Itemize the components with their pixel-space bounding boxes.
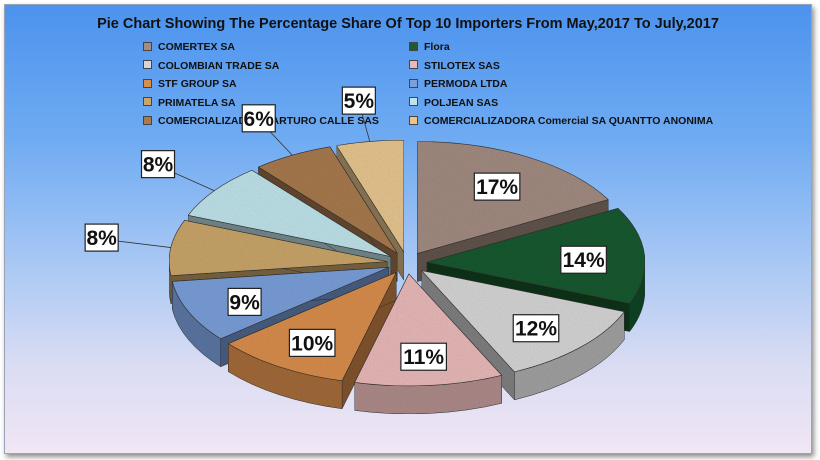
legend-item: PRIMATELA SA — [143, 97, 236, 110]
legend-label: Flora — [424, 41, 450, 53]
data-label-box — [288, 328, 336, 357]
legend-item: COMERCIALIZADORA Comercial SA QUANTTO AN… — [409, 115, 713, 128]
legend-swatch — [143, 97, 152, 107]
legend-label: PRIMATELA SA — [158, 96, 236, 109]
data-label-box — [400, 342, 448, 371]
data-label: 8% — [143, 154, 174, 177]
legend-label: COLOMBIAN TRADE SA — [158, 59, 280, 72]
legend-item: STF GROUP SA — [143, 78, 237, 91]
data-label-box — [341, 86, 376, 115]
data-label: 9% — [229, 291, 260, 314]
legend-item: STILOTEX SAS — [409, 60, 500, 73]
legend-label: COMERTEX SA — [158, 41, 236, 53]
chart-title: Pie Chart Showing The Percentage Share O… — [97, 16, 719, 32]
legend-label: STILOTEX SAS — [424, 59, 500, 72]
data-label: 14% — [563, 249, 605, 272]
data-label-box — [512, 314, 560, 343]
data-label-box — [140, 150, 176, 179]
legend-swatch — [143, 115, 152, 125]
data-label-box — [560, 245, 607, 274]
legend-swatch — [143, 78, 152, 88]
data-label: 11% — [403, 346, 444, 369]
data-label: 17% — [476, 176, 518, 199]
legend-swatch — [409, 78, 418, 88]
legend-swatch — [143, 60, 152, 70]
legend-label: POLJEAN SAS — [424, 96, 499, 109]
legend-swatch — [143, 41, 152, 51]
legend-swatch — [409, 115, 418, 125]
legend-item: POLJEAN SAS — [409, 97, 498, 110]
legend-swatch — [409, 97, 418, 107]
legend-label: COMERCIALIZADORA Comercial SA QUANTTO AN… — [424, 115, 714, 127]
legend-item: COMERTEX SA — [143, 41, 235, 54]
legend-item: COLOMBIAN TRADE SA — [143, 60, 279, 73]
data-label: 6% — [244, 108, 275, 131]
chart-frame: Pie Chart Showing The Percentage Share O… — [4, 4, 812, 454]
data-label-box — [227, 287, 262, 316]
data-label-box — [473, 172, 521, 201]
data-label: 8% — [86, 227, 117, 250]
data-label: 12% — [515, 318, 557, 341]
data-label: 5% — [344, 90, 375, 113]
legend-label: PERMODA LTDA — [424, 78, 508, 90]
legend-swatch — [409, 41, 418, 51]
pie-slice — [354, 273, 503, 415]
legend-swatch — [409, 60, 418, 70]
data-label-box — [241, 104, 276, 133]
legend-label: STF GROUP SA — [158, 78, 237, 90]
data-label-box — [84, 223, 119, 252]
legend-item: PERMODA LTDA — [409, 78, 507, 91]
legend-item: Flora — [409, 41, 450, 54]
data-label: 10% — [291, 332, 333, 355]
pie-chart: 17% 14% 12% 11% 10% 9% 8% 8% 6% 5% — [84, 86, 646, 415]
pie-slice — [227, 271, 397, 410]
